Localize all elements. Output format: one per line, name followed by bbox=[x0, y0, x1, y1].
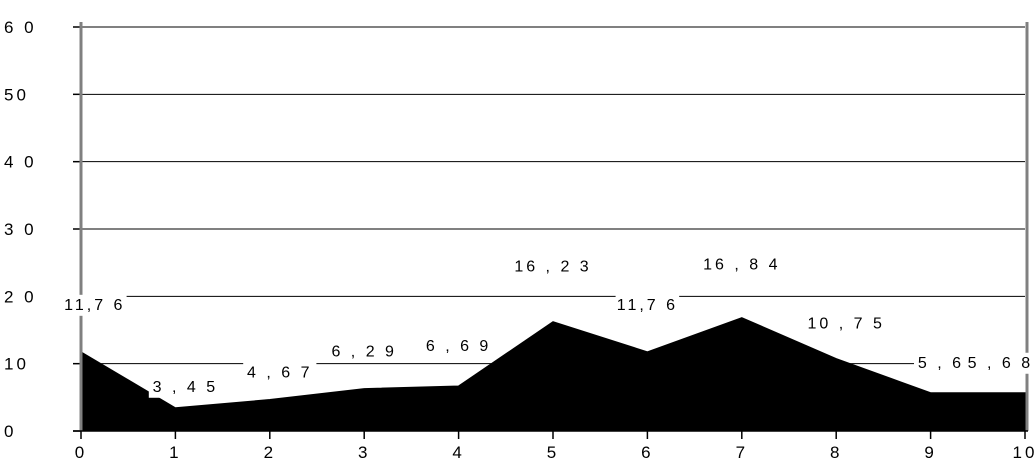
data-label-6: 11,7 6 bbox=[617, 297, 678, 314]
series-area bbox=[80, 317, 1026, 432]
x-tick-label-3: 3 bbox=[358, 443, 370, 462]
data-label-7: 16 , 8 4 bbox=[703, 257, 780, 274]
data-label-bg-5 bbox=[511, 256, 595, 278]
data-label-bg-1 bbox=[148, 376, 222, 398]
data-label-bg-3 bbox=[327, 341, 401, 363]
data-labels: 11,7 6 3 , 4 5 4 , 6 7 6 , 2 9 6 , 6 9 16 , 2… bbox=[63, 254, 1036, 398]
data-label-1: 3 , 4 5 bbox=[153, 379, 218, 396]
data-label-8: 10 , 7 5 bbox=[808, 316, 885, 333]
x-tick-label-6: 6 bbox=[641, 443, 653, 462]
y-tick-label-60: 6 0 bbox=[4, 18, 37, 37]
data-label-bg-2 bbox=[243, 362, 317, 384]
y-tick-label-30: 3 0 bbox=[4, 220, 37, 239]
series-area-group bbox=[80, 317, 1026, 432]
x-tick-label-5: 5 bbox=[547, 443, 559, 462]
y-tick-label-0: 0 bbox=[4, 422, 16, 441]
gridlines bbox=[81, 26, 1025, 365]
x-tick-label-2: 2 bbox=[264, 443, 276, 462]
x-tick-label-7: 7 bbox=[736, 443, 748, 462]
data-label-3: 6 , 2 9 bbox=[331, 344, 396, 361]
data-label-bg-7 bbox=[700, 254, 784, 276]
data-label-5: 16 , 2 3 bbox=[514, 259, 591, 276]
axes: 0 10 2 0 3 0 4 0 50 6 0 0 1 2 3 4 5 6 7 8 9 10 bbox=[4, 18, 1036, 462]
data-label-bg-0 bbox=[63, 294, 127, 316]
y-tick-label-50: 50 bbox=[4, 85, 29, 104]
data-label-2: 4 , 6 7 bbox=[247, 365, 312, 382]
data-label-bg-4 bbox=[422, 335, 496, 357]
data-label-bg-6 bbox=[615, 294, 680, 316]
y-tick-label-10: 10 bbox=[4, 355, 29, 374]
data-label-4: 6 , 6 9 bbox=[426, 338, 491, 355]
y-tick-label-40: 4 0 bbox=[4, 153, 37, 172]
y-tick-label-20: 2 0 bbox=[4, 287, 37, 306]
data-label-10: 5 , 6 8 bbox=[968, 355, 1033, 372]
x-tick-label-10: 10 bbox=[1013, 443, 1036, 462]
data-label-bg-10 bbox=[963, 352, 1036, 374]
data-label-0: 11,7 6 bbox=[64, 297, 125, 314]
x-tick-label-1: 1 bbox=[169, 443, 181, 462]
x-tick-label-0: 0 bbox=[75, 443, 87, 462]
x-tick-label-9: 9 bbox=[924, 443, 936, 462]
x-tick-label-4: 4 bbox=[452, 443, 464, 462]
x-tick-label-8: 8 bbox=[830, 443, 842, 462]
data-label-bg-8 bbox=[804, 313, 888, 335]
